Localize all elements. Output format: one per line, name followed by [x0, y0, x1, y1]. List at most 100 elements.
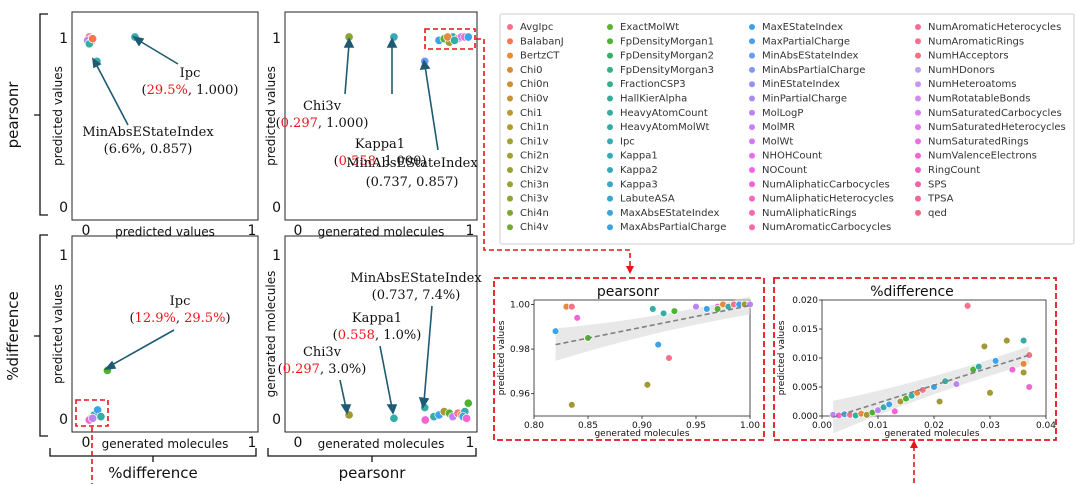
data-point: [389, 413, 399, 423]
y-axis-label: generated molecules: [264, 271, 278, 398]
legend-item: Ipc: [607, 136, 635, 147]
legend-label: NumRotatableBonds: [928, 94, 1030, 105]
legend-item: MaxPartialCharge: [749, 36, 850, 47]
legend-item: Chi1v: [507, 136, 548, 147]
panel-difference-vs-pearsonr: 1 0 0 1 generated molecules generated mo…: [264, 235, 482, 451]
legend-item: NumAromaticHeterocycles: [915, 22, 1061, 33]
y-tick-1: 1: [59, 248, 68, 264]
legend-item: MinPartialCharge: [749, 94, 847, 105]
legend-marker: [749, 181, 755, 188]
legend-label: SPS: [928, 179, 947, 190]
data-point: [551, 327, 560, 335]
legend-marker: [607, 167, 613, 173]
fit-line: [555, 304, 751, 346]
x-axis-label: generated molecules: [594, 429, 689, 439]
data-point: [643, 381, 652, 389]
legend-label: Chi3v: [520, 194, 548, 205]
legend-label: NumSaturatedCarbocycles: [928, 108, 1062, 119]
data-point: [935, 397, 944, 406]
legend-label: LabuteASA: [620, 194, 675, 205]
legend-item: NOCount: [749, 165, 807, 176]
annotation-chi3v-value: (0.297, 3.0%): [278, 362, 367, 377]
x-tick-0: 0: [294, 223, 303, 239]
legend-item: MaxAbsPartialCharge: [607, 222, 726, 233]
legend-marker: [507, 209, 513, 216]
legend-frame: [499, 13, 1075, 245]
data-point: [991, 357, 1000, 365]
legend-marker: [607, 152, 613, 159]
legend-item: TPSA: [915, 194, 954, 205]
legend-label: FpDensityMorgan2: [620, 51, 714, 62]
confidence-band-area: [555, 296, 750, 361]
legend-label: NumAliphaticRings: [762, 208, 857, 219]
panel-difference-vs-difference: 1 0 0 1 generated molecules predicted va…: [51, 235, 259, 484]
x-tick-0: 0: [82, 435, 91, 451]
legend-item: NumAliphaticHeterocycles: [749, 194, 894, 205]
x-tick-label: 0.01: [868, 421, 888, 431]
legend-label: Chi0v: [520, 94, 548, 105]
panel-frame: [71, 235, 259, 433]
legend-label: NumAromaticRings: [928, 36, 1024, 47]
y-tick-0: 0: [272, 412, 281, 428]
legend-label: Kappa1: [620, 151, 658, 162]
row2-bracket: [34, 234, 48, 437]
x-axis-label: generated molecules: [318, 225, 445, 239]
legend-label: MinAbsPartialCharge: [762, 65, 865, 76]
legend-marker: [749, 209, 755, 216]
legend-label: BalabanJ: [520, 36, 564, 47]
data-point: [568, 302, 576, 311]
legend-marker: [507, 66, 513, 73]
col2-bracket: [267, 448, 477, 462]
legend-marker: [507, 24, 513, 30]
annotation-chi3v-name: Chi3v: [303, 345, 342, 360]
data-point: [654, 340, 662, 349]
y-tick-label: 0.005: [792, 383, 818, 393]
legend-item: Chi1: [507, 108, 542, 119]
x-tick-label: 0.90: [632, 421, 652, 431]
annotation-arrows: [343, 37, 439, 151]
legend-label: MolLogP: [762, 108, 803, 119]
x-tick-label: 0.03: [980, 421, 1000, 431]
legend-item: Chi1n: [507, 122, 549, 133]
group-brackets: [34, 13, 477, 462]
legend-item: NumSaturatedCarbocycles: [915, 108, 1062, 119]
highlight-box: [424, 28, 476, 50]
points: [551, 300, 754, 409]
data-point: [713, 305, 722, 313]
legend-item: Chi2v: [507, 165, 548, 176]
zoom2-connector-arrow: [910, 440, 918, 448]
y-tick-0: 0: [59, 412, 68, 428]
legend-item: NHOHCount: [749, 151, 822, 162]
data-point: [891, 407, 899, 416]
legend-item: Chi0v: [507, 94, 548, 105]
data-point: [462, 413, 472, 423]
legend-item: MolMR: [749, 122, 795, 133]
legend-label: Chi2v: [520, 165, 548, 176]
x-tick-1: 1: [248, 435, 257, 451]
annotation-minabs-label: MinAbsEStateIndex: [346, 156, 478, 171]
legend-item: Kappa2: [607, 165, 658, 176]
legend-item: Chi3v: [507, 194, 548, 205]
legend-item: MinAbsPartialCharge: [749, 65, 865, 76]
legend-label: FpDensityMorgan3: [620, 65, 714, 76]
legend-label: HallKierAlpha: [620, 94, 687, 105]
annotation-kappa1-value: (0.558, 1.000): [334, 154, 427, 169]
annotation-arrows: [91, 35, 179, 126]
zoom-frame: [773, 277, 1057, 441]
legend-marker: [915, 209, 921, 216]
x-tick-label: 0.00: [812, 421, 832, 431]
legend-label: Ipc: [620, 136, 635, 147]
data-point: [963, 302, 972, 310]
legend-marker: [607, 181, 613, 188]
legend-label: Chi0n: [520, 79, 549, 90]
legend-label: Chi4n: [520, 208, 549, 219]
data-point: [1025, 383, 1033, 391]
col1-group-label: %difference: [108, 464, 198, 482]
y-axis-label: predicted values: [51, 66, 65, 166]
ticks: 0.80 0.85 0.90 0.95 1.00 0.96 0.98 1.00: [510, 300, 760, 431]
legend-item: Kappa3: [607, 179, 658, 190]
y-tick-1: 1: [272, 248, 281, 264]
legend-marker: [749, 66, 755, 73]
x-tick-label: 0.95: [686, 421, 706, 431]
